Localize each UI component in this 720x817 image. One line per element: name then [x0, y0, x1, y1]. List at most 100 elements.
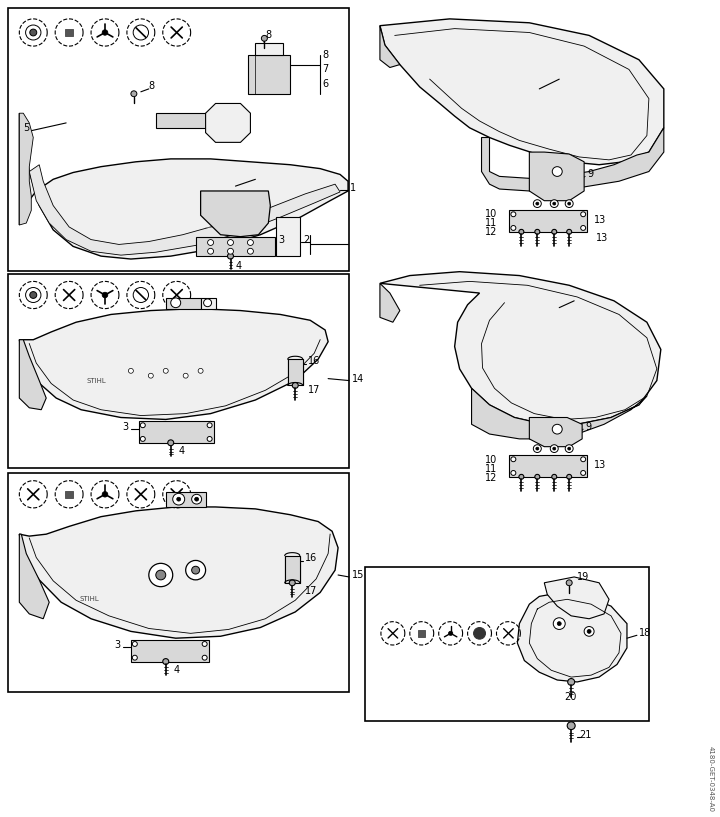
Bar	[131, 641, 209, 662]
Circle shape	[228, 248, 233, 254]
Polygon shape	[288, 359, 303, 386]
Circle shape	[148, 373, 153, 378]
Circle shape	[566, 580, 572, 586]
Circle shape	[557, 622, 561, 626]
Polygon shape	[19, 534, 49, 618]
Text: 14: 14	[352, 373, 364, 384]
Polygon shape	[529, 417, 582, 447]
Polygon shape	[380, 25, 400, 68]
Bar	[510, 211, 587, 232]
Circle shape	[535, 230, 540, 234]
Circle shape	[519, 475, 524, 480]
Circle shape	[550, 444, 558, 453]
Text: 13: 13	[594, 460, 606, 470]
Circle shape	[202, 655, 207, 660]
Polygon shape	[196, 237, 275, 256]
Polygon shape	[256, 43, 283, 55]
Bar	[365, 567, 649, 721]
Circle shape	[536, 202, 539, 205]
Text: 4: 4	[179, 445, 185, 456]
Bar	[9, 8, 349, 270]
Text: 4: 4	[174, 665, 180, 676]
Circle shape	[587, 629, 591, 633]
Polygon shape	[206, 104, 251, 142]
Text: 11: 11	[485, 218, 498, 228]
Polygon shape	[19, 507, 338, 638]
Circle shape	[140, 436, 145, 441]
Circle shape	[511, 225, 516, 230]
Text: STIHL: STIHL	[79, 596, 99, 602]
Text: 12: 12	[485, 227, 498, 237]
Text: 17: 17	[308, 386, 320, 395]
Text: 10: 10	[485, 209, 498, 219]
Circle shape	[534, 199, 541, 208]
Circle shape	[207, 423, 212, 427]
Circle shape	[163, 659, 168, 664]
Circle shape	[553, 447, 556, 450]
Circle shape	[567, 721, 575, 730]
Text: 16: 16	[305, 552, 318, 563]
Text: 2: 2	[303, 234, 310, 244]
Circle shape	[176, 498, 181, 501]
Circle shape	[567, 447, 571, 450]
Circle shape	[584, 627, 594, 636]
Text: 8: 8	[322, 50, 328, 60]
Circle shape	[536, 447, 539, 450]
Text: 9: 9	[585, 422, 591, 432]
Text: 3: 3	[114, 640, 121, 650]
Circle shape	[168, 440, 174, 446]
Circle shape	[131, 91, 137, 96]
Bar	[418, 630, 425, 636]
Circle shape	[552, 475, 557, 480]
Circle shape	[102, 492, 108, 497]
Circle shape	[128, 368, 133, 373]
Circle shape	[207, 248, 214, 254]
Circle shape	[192, 494, 202, 504]
Circle shape	[102, 29, 108, 35]
Text: 9: 9	[587, 169, 593, 180]
Circle shape	[30, 29, 37, 36]
Polygon shape	[156, 114, 215, 127]
Circle shape	[565, 444, 573, 453]
Circle shape	[186, 560, 206, 580]
Bar	[9, 274, 349, 468]
Circle shape	[567, 679, 575, 685]
Circle shape	[248, 248, 253, 254]
Text: STIHL: STIHL	[86, 377, 106, 383]
Polygon shape	[518, 592, 627, 682]
Circle shape	[552, 424, 562, 434]
Text: 11: 11	[485, 464, 498, 474]
Circle shape	[292, 382, 298, 388]
Circle shape	[535, 475, 540, 480]
Polygon shape	[380, 283, 400, 322]
Polygon shape	[380, 272, 661, 424]
Circle shape	[511, 471, 516, 475]
Text: 19: 19	[577, 572, 590, 582]
Circle shape	[581, 457, 585, 462]
Polygon shape	[472, 388, 647, 439]
Polygon shape	[19, 309, 328, 419]
Circle shape	[581, 471, 585, 475]
Circle shape	[565, 199, 573, 208]
Circle shape	[156, 570, 166, 580]
Text: 13: 13	[596, 233, 608, 243]
Circle shape	[204, 299, 212, 306]
Text: 3: 3	[123, 422, 129, 432]
Circle shape	[132, 641, 138, 646]
Circle shape	[289, 580, 295, 586]
Circle shape	[192, 566, 199, 574]
Circle shape	[567, 230, 572, 234]
Text: 1: 1	[350, 183, 356, 193]
Circle shape	[198, 368, 203, 373]
Text: 10: 10	[485, 455, 498, 466]
Polygon shape	[248, 55, 290, 94]
Polygon shape	[529, 152, 584, 201]
Polygon shape	[482, 127, 664, 191]
Circle shape	[553, 202, 556, 205]
Circle shape	[171, 298, 181, 308]
Polygon shape	[201, 191, 270, 237]
Circle shape	[102, 292, 108, 297]
Polygon shape	[380, 19, 664, 165]
Bar	[9, 473, 349, 692]
Circle shape	[30, 292, 37, 298]
